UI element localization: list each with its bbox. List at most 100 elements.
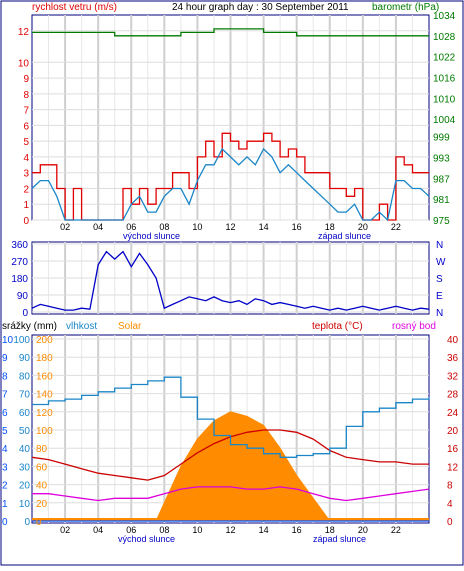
humidity-title: vlhkost [66, 321, 97, 332]
solar-tick: 200 [36, 335, 53, 346]
rain-tick: 5 [2, 426, 8, 437]
temperature-tick: 24 [447, 408, 459, 419]
temperature-tick: 8 [447, 481, 453, 492]
dewpoint-line [32, 486, 430, 502]
barometer-title: barometr (hPa) [372, 2, 439, 13]
solar-tick: 120 [36, 408, 53, 419]
wind-direction-series [31, 250, 430, 311]
solar-tick: 140 [36, 390, 53, 401]
rain-tick: 4 [2, 444, 8, 455]
temperature-tick: 32 [447, 371, 459, 382]
wind-speed-tick: 8 [23, 90, 29, 101]
wind-speed-tick: 9 [23, 74, 29, 85]
wind-speed-tick: 6 [23, 121, 29, 132]
wind-panel-series [31, 28, 430, 222]
barometer-tick: 981 [433, 195, 450, 206]
humidity-line [32, 376, 430, 458]
humidity-tick: 100 [13, 335, 30, 346]
wind-panel-hour-tick: 04 [93, 222, 103, 232]
wind-speed-tick: 0 [23, 216, 29, 227]
barometer-tick: 999 [433, 133, 450, 144]
rain-title: srážky (mm) [2, 321, 57, 332]
wind-direction-degree-tick: 180 [11, 274, 28, 285]
wind-direction-line [31, 250, 430, 311]
wind-panel-hour-tick: 22 [391, 222, 401, 232]
rain-tick: 0 [2, 517, 8, 528]
barometer-tick: 993 [433, 153, 450, 164]
climate-panel-x-axis: 02 04 06 08 10 12 14 16 18 20 22 [60, 525, 401, 535]
climate-panel-hour-tick: 20 [358, 525, 368, 535]
rain-tick: 7 [2, 390, 8, 401]
wind-direction-compass-tick: S [436, 274, 443, 285]
wind-speed-tick: 7 [23, 106, 29, 117]
temperature-tick: 12 [447, 462, 459, 473]
wind-speed-tick: 12 [18, 27, 30, 38]
climate-panel-hour-tick: 16 [292, 525, 302, 535]
barometer-tick: 1016 [433, 74, 456, 85]
climate-panel-hour-tick: 12 [225, 525, 235, 535]
humidity-tick: 40 [19, 444, 31, 455]
chart-title: 24 hour graph day : 30 September 2011 [172, 2, 349, 13]
temperature-tick: 4 [447, 499, 453, 510]
barometer-tick: 1028 [433, 32, 456, 43]
temperature-tick: 16 [447, 444, 459, 455]
wind-panel-hour-tick: 08 [159, 222, 169, 232]
barometer-tick: 1010 [433, 94, 456, 105]
rain-tick: 2 [2, 481, 8, 492]
wind-panel-hour-tick: 20 [358, 222, 368, 232]
climate-panel-hour-tick: 04 [93, 525, 103, 535]
humidity-tick: 50 [19, 426, 31, 437]
climate-panel-hour-tick: 22 [391, 525, 401, 535]
wind-speed-title: rychlost vetru (m/s) [32, 2, 117, 13]
wind-direction-compass-tick: N [436, 308, 443, 319]
wind-panel-hour-tick: 10 [192, 222, 202, 232]
rain-tick: 3 [2, 462, 8, 473]
solar-tick: 40 [36, 481, 48, 492]
barometer-tick: 975 [433, 216, 450, 227]
climate-panel-hour-tick: 02 [60, 525, 70, 535]
wind-speed-tick: 1 [23, 200, 29, 211]
climate-panel-hour-tick: 06 [126, 525, 136, 535]
wind-direction-degree-tick: 360 [11, 240, 28, 251]
solar-tick: 180 [36, 353, 53, 364]
dewpoint-title: rosný bod [392, 321, 436, 332]
wind-speed-tick: 10 [18, 58, 30, 69]
climate-panel-hour-tick: 18 [325, 525, 335, 535]
wind-panel-x-axis: 02 04 06 08 10 12 14 16 18 20 22 [60, 222, 401, 232]
temperature-tick: 20 [447, 426, 459, 437]
temperature-title: teplota (°C) [312, 321, 363, 332]
barometer-tick: 1022 [433, 53, 456, 64]
sunrise-label: východ slunce [123, 231, 180, 241]
rain-tick: 9 [2, 353, 8, 364]
solar-baseline [32, 518, 429, 521]
barometer-line [32, 28, 429, 37]
climate-panel-series [31, 376, 430, 522]
wind-direction-grid [32, 242, 429, 314]
sunset-label-bottom: západ slunce [313, 534, 366, 544]
barometer-tick: 1004 [433, 115, 456, 126]
wind-direction-degree-tick: 0 [22, 308, 28, 319]
humidity-tick: 30 [19, 462, 31, 473]
wind-direction-compass-tick: E [436, 291, 443, 302]
rain-tick: 10 [2, 335, 14, 346]
climate-panel-axes: 0 0 0 01 10 20 42 20 40 83 30 60 124 40 80 165 50 100 206 6… [2, 335, 459, 528]
climate-panel-hour-tick: 08 [159, 525, 169, 535]
humidity-tick: 80 [19, 371, 31, 382]
humidity-tick: 90 [19, 353, 31, 364]
climate-panel-hour-tick: 10 [192, 525, 202, 535]
climate-panel-hour-tick: 14 [259, 525, 269, 535]
solar-tick: 80 [36, 444, 48, 455]
solar-tick: 160 [36, 371, 53, 382]
solar-title: Solar [118, 321, 142, 332]
temperature-tick: 40 [447, 335, 459, 346]
wind-speed-line [31, 147, 430, 222]
wind-panel-hour-tick: 14 [259, 222, 269, 232]
wind-direction-compass-tick: N [436, 240, 443, 251]
wind-speed-tick: 2 [23, 184, 29, 195]
wind-panel-hour-tick: 06 [126, 222, 136, 232]
temperature-tick: 0 [447, 517, 453, 528]
